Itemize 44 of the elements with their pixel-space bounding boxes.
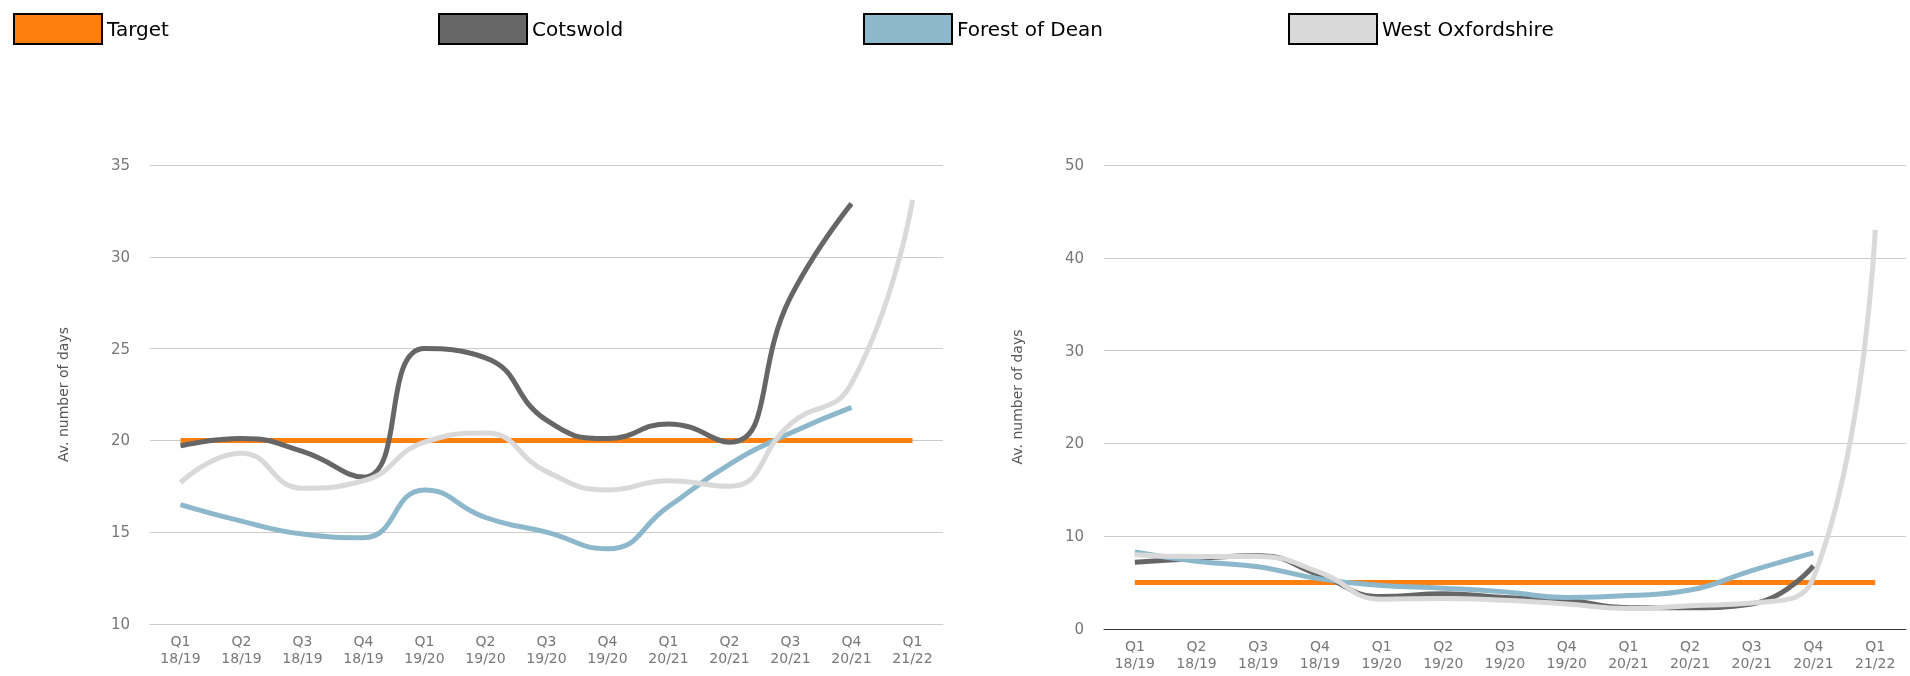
y-tick-label: 40 [1064,248,1084,267]
y-tick-label: 20 [110,431,130,450]
y-tick-label: 35 [110,156,130,174]
x-tick-label: Q2 19/20 [465,632,506,666]
y-tick-label: 10 [1064,527,1084,546]
y-tick-label: 30 [110,247,130,266]
y-axis-title: Av. number of days [1009,329,1025,465]
x-tick-label: Q1 18/19 [160,632,201,666]
x-tick-label: Q1 18/19 [1114,637,1156,671]
legend-label: Cotswold [532,17,624,41]
x-tick-label: Q1 21/22 [1854,637,1896,671]
y-tick-label: 15 [110,523,130,542]
x-tick-label: Q4 18/19 [1299,637,1341,671]
x-tick-label: Q4 19/20 [587,632,628,666]
x-tick-label: Q2 19/20 [1423,637,1464,671]
y-tick-label: 50 [1064,156,1084,174]
x-tick-label: Q3 18/19 [282,632,323,666]
y-axis-title: Av. number of days [55,327,71,462]
x-tick-label: Q3 20/21 [1731,637,1772,671]
legend-label: Target [106,17,170,41]
x-tick-label: Q2 20/21 [1669,637,1711,671]
legend-label: West Oxfordshire [1382,17,1554,41]
x-tick-label: Q2 20/21 [709,632,750,666]
x-tick-label: Q3 19/20 [526,632,567,666]
x-tick-label: Q1 19/20 [404,632,445,666]
x-tick-label: Q2 18/19 [221,632,262,666]
x-tick-label: Q1 20/21 [648,632,689,666]
y-tick-label: 10 [110,615,130,633]
x-tick-label: Q4 20/21 [1793,637,1834,671]
x-tick-label: Q3 20/21 [770,632,811,666]
x-tick-label: Q4 20/21 [831,632,872,666]
x-tick-label: Q2 18/19 [1176,637,1217,671]
x-tick-label: Q1 19/20 [1361,637,1402,671]
y-tick-label: 20 [1064,434,1084,453]
legend-label: Forest of Dean [957,17,1104,41]
y-tick-label: 0 [1074,620,1084,638]
x-tick-label: Q1 21/22 [892,632,933,666]
y-tick-label: 30 [1064,341,1084,360]
y-tick-label: 25 [110,339,130,358]
x-tick-label: Q3 19/20 [1484,637,1526,671]
x-tick-label: Q1 20/21 [1608,637,1649,671]
x-tick-label: Q4 19/20 [1546,637,1587,671]
x-tick-label: Q3 18/19 [1238,637,1279,671]
x-tick-label: Q4 18/19 [343,632,384,666]
